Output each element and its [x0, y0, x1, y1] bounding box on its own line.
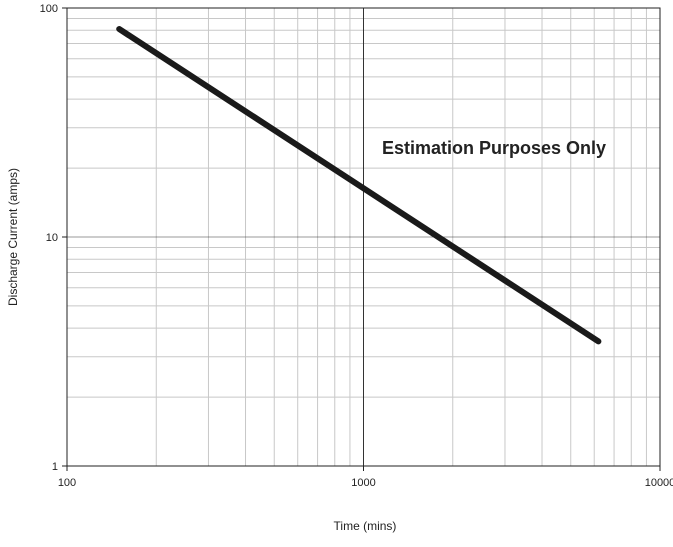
series-layer	[116, 26, 602, 345]
grid	[67, 8, 660, 466]
axis-ticks: 100 1000 10000 1 10 100	[40, 3, 673, 489]
y-tick-label: 10	[46, 232, 58, 244]
x-tick-label: 10000	[645, 477, 673, 489]
y-tick-label: 100	[40, 3, 58, 15]
y-tick-label: 1	[52, 461, 58, 473]
annotation-text: Estimation Purposes Only	[382, 138, 606, 158]
series-line	[116, 26, 602, 345]
x-tick-label: 1000	[351, 477, 375, 489]
x-axis-title: Time (mins)	[334, 519, 397, 533]
y-axis-title: Discharge Current (amps)	[6, 168, 20, 306]
x-tick-label: 100	[58, 477, 76, 489]
